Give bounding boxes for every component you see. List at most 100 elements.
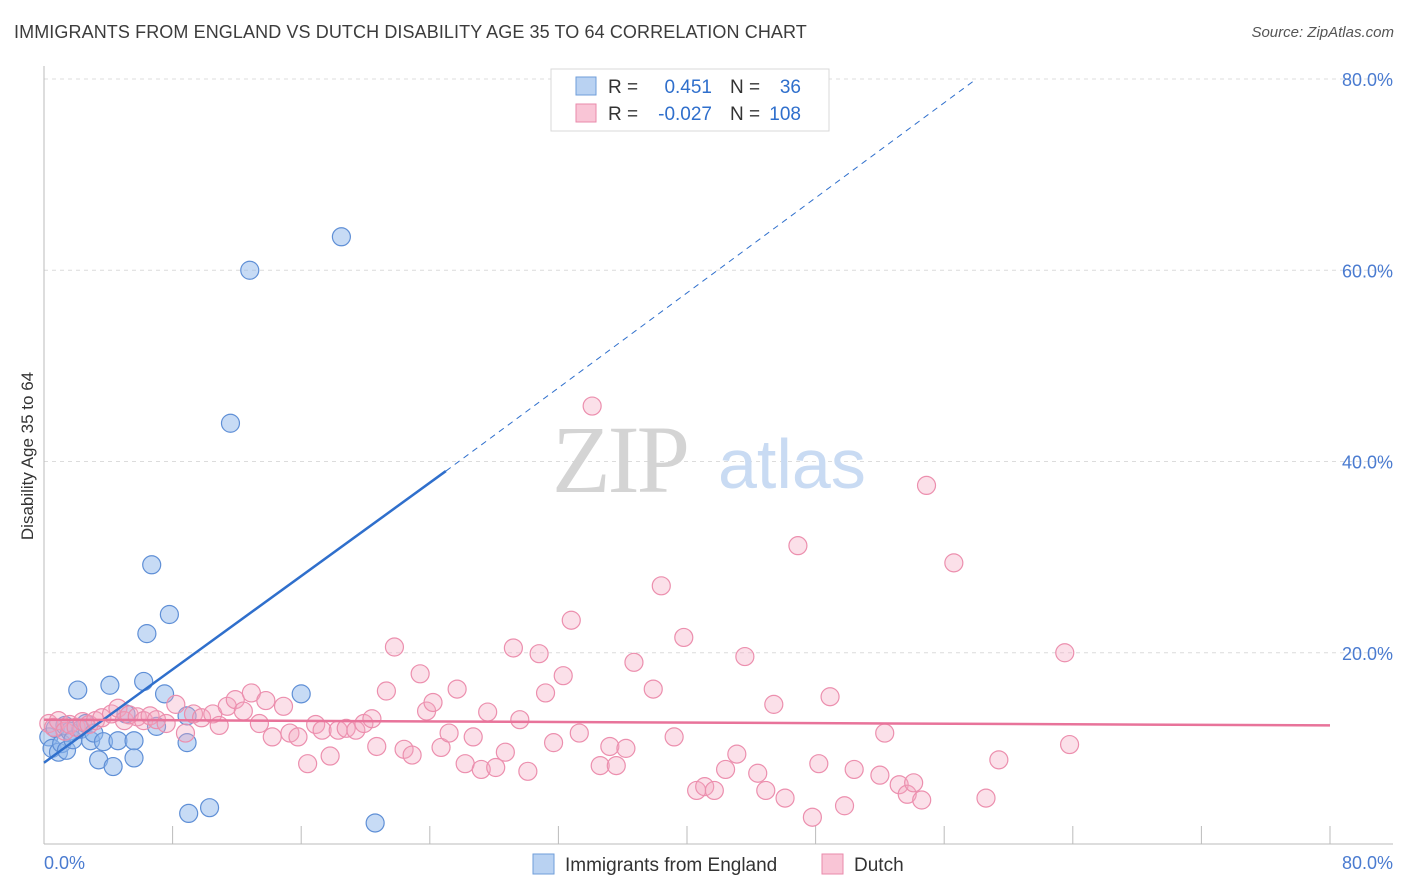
legend-swatch-dutch: [575, 103, 597, 123]
bottom-legend-swatch-dutch: [821, 853, 844, 875]
data-point-dutch: [455, 754, 475, 774]
data-point-dutch: [376, 681, 396, 701]
data-point-england: [103, 756, 123, 777]
series-legend: Immigrants from England Dutch: [532, 853, 904, 876]
data-point-dutch: [191, 708, 212, 728]
trend-line-england: [43, 470, 447, 764]
data-point-dutch: [510, 710, 530, 730]
data-point-england: [365, 813, 385, 833]
data-point-england: [124, 731, 144, 751]
data-point-dutch: [175, 723, 196, 743]
trend-line-england-extension: [445, 78, 977, 472]
data-point-dutch: [561, 610, 581, 630]
legend-r-label-england: R =: [608, 77, 638, 98]
data-point-dutch: [478, 702, 498, 722]
data-point-dutch: [273, 696, 294, 716]
data-point-dutch: [756, 780, 776, 801]
legend-box: [550, 68, 830, 132]
legend-n-label-england: N =: [730, 77, 760, 98]
data-point-dutch: [775, 788, 795, 808]
data-point-dutch: [529, 644, 549, 664]
chart-title: IMMIGRANTS FROM ENGLAND VS DUTCH DISABIL…: [14, 22, 807, 42]
data-point-england: [137, 624, 157, 644]
y-axis-label: Disability Age 35 to 64: [18, 372, 37, 540]
legend-swatch-england: [575, 76, 597, 96]
data-point-dutch: [569, 723, 589, 743]
data-point-dutch: [535, 683, 556, 703]
data-point-dutch: [809, 754, 829, 774]
data-point-dutch: [889, 775, 909, 795]
trend-lines: [43, 78, 1331, 764]
data-point-dutch: [209, 715, 229, 736]
data-point-england: [177, 733, 197, 753]
data-point-england: [142, 555, 162, 575]
data-point-england: [291, 684, 311, 704]
data-point-dutch: [384, 637, 405, 657]
data-point-england: [108, 731, 128, 751]
y-tick-label-80: 80.0%: [1342, 70, 1393, 90]
data-point-dutch: [298, 754, 318, 774]
chart-source: Source: ZipAtlas.com: [1251, 24, 1394, 41]
data-point-dutch: [1055, 643, 1075, 663]
correlation-legend: R = 0.451 N = 36 R = -0.027 N = 108: [550, 68, 830, 132]
data-point-england: [220, 413, 241, 433]
data-point-england: [240, 260, 260, 280]
data-point-dutch: [431, 737, 451, 758]
legend-n-label-dutch: N =: [730, 104, 760, 125]
data-point-dutch: [624, 652, 644, 672]
data-point-dutch: [312, 720, 332, 740]
y-tick-label-40: 40.0%: [1342, 453, 1393, 473]
axes: [43, 66, 1393, 845]
data-point-dutch: [402, 745, 422, 765]
data-point-dutch: [543, 733, 564, 753]
legend-r-label-dutch: R =: [608, 104, 638, 125]
data-point-dutch: [870, 765, 890, 785]
watermark: ZIP atlas: [552, 406, 866, 513]
data-point-dutch: [249, 713, 270, 734]
data-point-dutch: [904, 773, 924, 793]
data-point-dutch: [844, 759, 864, 780]
data-point-dutch: [590, 755, 610, 776]
legend-n-value-dutch: 108: [769, 104, 801, 125]
data-point-dutch: [256, 690, 276, 711]
data-point-england: [331, 227, 351, 247]
data-point-dutch: [715, 759, 736, 780]
data-point-dutch: [727, 744, 747, 764]
data-point-dutch: [92, 708, 112, 728]
data-point-dutch: [695, 777, 715, 797]
data-point-dutch: [944, 553, 964, 573]
data-point-england: [179, 803, 199, 824]
series-immigrants-from-england: [39, 227, 385, 833]
data-point-dutch: [1059, 734, 1080, 755]
y-tick-labels: 20.0% 40.0% 60.0% 80.0%: [1342, 70, 1393, 664]
legend-r-value-dutch: -0.027: [658, 104, 712, 125]
data-point-dutch: [802, 807, 822, 827]
data-point-dutch: [156, 713, 176, 734]
data-point-dutch: [439, 723, 459, 743]
data-point-dutch: [912, 790, 932, 810]
data-point-dutch: [916, 475, 937, 496]
data-point-dutch: [336, 718, 356, 738]
data-point-dutch: [748, 763, 768, 783]
data-point-dutch: [600, 736, 620, 757]
watermark-zip: ZIP: [552, 406, 687, 513]
data-point-dutch: [503, 638, 523, 658]
data-point-dutch: [320, 746, 340, 766]
data-point-england: [100, 675, 120, 695]
data-point-dutch: [976, 788, 996, 808]
data-point-dutch: [788, 536, 808, 556]
data-point-dutch: [897, 784, 917, 804]
data-point-dutch: [616, 738, 636, 758]
data-point-dutch: [553, 666, 573, 686]
y-tick-label-20: 20.0%: [1342, 644, 1393, 664]
x-tick-labels: 0.0% 80.0%: [44, 853, 1393, 873]
x-tick-label-max: 80.0%: [1342, 853, 1393, 873]
legend-r-value-england: 0.451: [664, 77, 712, 98]
data-point-dutch: [704, 780, 724, 801]
data-point-dutch: [410, 664, 430, 684]
legend-n-value-england: 36: [780, 77, 801, 98]
data-point-dutch: [651, 576, 671, 596]
data-point-dutch: [288, 727, 308, 747]
bottom-legend-label-dutch: Dutch: [854, 855, 904, 876]
data-point-dutch: [495, 742, 515, 762]
